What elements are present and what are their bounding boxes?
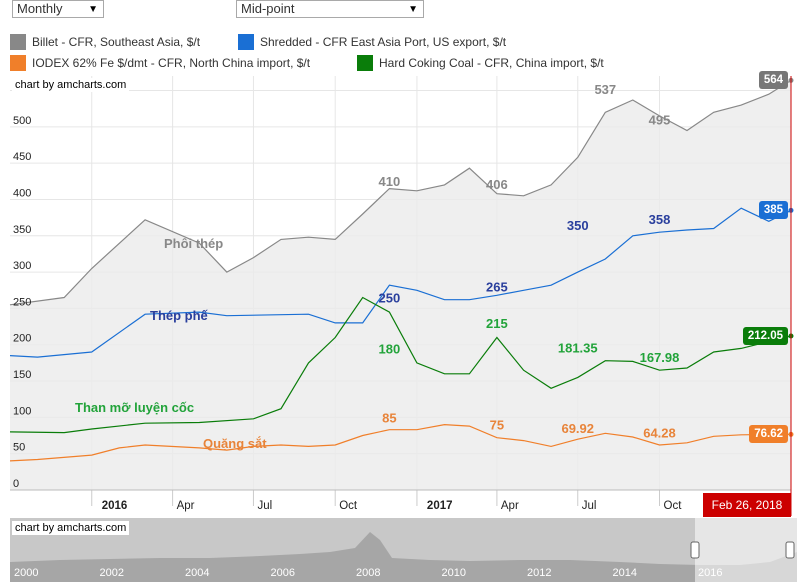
x-tick-label: 2016 xyxy=(102,500,128,512)
data-label: 215 xyxy=(486,316,508,331)
y-tick-label: 150 xyxy=(13,369,31,381)
y-tick-label: 50 xyxy=(13,442,25,454)
data-label: 180 xyxy=(379,341,401,356)
chart-credit[interactable]: chart by amcharts.com xyxy=(12,78,130,92)
chevron-down-icon: ▼ xyxy=(408,4,418,15)
series-inline-label: Phôi thép xyxy=(164,236,223,251)
x-tick-label: Apr xyxy=(177,500,195,512)
navigator-credit[interactable]: chart by amcharts.com xyxy=(12,521,130,535)
data-label: 69.92 xyxy=(561,421,594,436)
data-label: 250 xyxy=(379,290,401,305)
area-layer xyxy=(10,80,791,491)
navigator-year-label: 2004 xyxy=(185,567,209,579)
y-tick-label: 100 xyxy=(13,405,31,417)
y-tick-label: 300 xyxy=(13,260,31,272)
data-label: 406 xyxy=(486,177,508,192)
series-inline-label: Thép phế xyxy=(150,308,209,323)
legend-item-billet[interactable]: Billet - CFR, Southeast Asia, $/t xyxy=(10,34,200,50)
legend-label: Billet - CFR, Southeast Asia, $/t xyxy=(32,35,201,49)
navigator-selection[interactable] xyxy=(695,518,797,582)
navigator-year-label: 2002 xyxy=(100,567,124,579)
x-tick-label: Jul xyxy=(257,500,272,512)
y-tick-label: 0 xyxy=(13,478,19,490)
data-label: 265 xyxy=(486,280,508,295)
scrollbar-navigator[interactable]: 2000 2002 2004 2006 2008 2010 2012 2014 2016 xyxy=(0,518,797,582)
navigator-year-labels: 2000 2002 2004 2006 2008 2010 2012 2014 2016 xyxy=(14,567,722,579)
price-type-select-value: Mid-point xyxy=(241,1,295,16)
navigator-year-label: 2010 xyxy=(442,567,466,579)
y-tick-label: 500 xyxy=(13,115,31,127)
series-line-2[interactable] xyxy=(9,423,792,462)
data-label: 350 xyxy=(567,218,589,233)
x-tick-label: Jul xyxy=(582,500,597,512)
end-value-badge: 564 xyxy=(758,71,788,90)
price-chart: 410 406 537 495 Phôi thép 250 265 350 358 Thép ph… xyxy=(9,76,794,516)
data-label: 85 xyxy=(382,410,396,425)
y-tick-label: 400 xyxy=(13,187,31,199)
navigator-year-label: 2016 xyxy=(698,567,722,579)
label-layer: 410 406 537 495 Phôi thép 250 265 350 358 Thép ph… xyxy=(75,82,679,451)
data-label: 75 xyxy=(490,418,504,433)
data-label: 167.98 xyxy=(640,350,680,365)
y-tick-label: 450 xyxy=(13,151,31,163)
legend-swatch xyxy=(10,55,26,71)
series-inline-label: Than mỡ luyện cốc xyxy=(75,400,194,415)
period-select[interactable]: Monthly ▼ xyxy=(12,0,104,18)
period-select-value: Monthly xyxy=(17,1,63,16)
y-tick-label: 200 xyxy=(13,333,31,345)
data-label: 181.35 xyxy=(558,340,598,355)
navigator-left-handle[interactable] xyxy=(690,541,700,559)
data-label: 495 xyxy=(649,112,671,127)
data-label: 64.28 xyxy=(643,425,676,440)
legend-item-coking-coal[interactable]: Hard Coking Coal - CFR, China import, $/… xyxy=(357,55,604,71)
price-type-select[interactable]: Mid-point ▼ xyxy=(236,0,424,18)
legend-swatch xyxy=(10,34,26,50)
end-value-badge: 76.62 xyxy=(749,425,788,444)
navigator-year-label: 2012 xyxy=(527,567,551,579)
navigator-year-label: 2000 xyxy=(14,567,38,579)
legend-label: Hard Coking Coal - CFR, China import, $/… xyxy=(379,56,604,70)
x-tick-label: Oct xyxy=(339,500,358,512)
end-value-badge: 212.05 xyxy=(742,326,788,345)
legend-swatch xyxy=(238,34,254,50)
legend-label: IODEX 62% Fe $/dmt - CFR, North China im… xyxy=(32,56,311,70)
legend-label: Shredded - CFR East Asia Port, US export… xyxy=(260,35,507,49)
chevron-down-icon: ▼ xyxy=(88,4,98,15)
data-label: 537 xyxy=(594,82,616,97)
series-area-0 xyxy=(10,80,791,491)
series-inline-label: Quặng sắt xyxy=(203,436,267,451)
series-line-0[interactable] xyxy=(9,79,792,306)
x-tick-label: Apr xyxy=(501,500,519,512)
series-line-1[interactable] xyxy=(9,207,792,358)
navigator-right-handle[interactable] xyxy=(785,541,795,559)
end-value-badge: 385 xyxy=(758,201,788,220)
cursor-date-badge: Feb 26, 2018 xyxy=(703,493,791,517)
data-label: 358 xyxy=(649,212,671,227)
legend-item-shredded[interactable]: Shredded - CFR East Asia Port, US export… xyxy=(238,34,506,50)
x-tick-label: 2017 xyxy=(427,500,453,512)
legend-item-iodex[interactable]: IODEX 62% Fe $/dmt - CFR, North China im… xyxy=(10,55,310,71)
y-tick-label: 250 xyxy=(13,296,31,308)
axis-layer: 0501001502002503003504004505005502016Apr… xyxy=(10,76,792,516)
navigator-series-shape xyxy=(10,532,797,582)
line-layer xyxy=(9,77,794,462)
series-line-3[interactable] xyxy=(9,296,792,434)
navigator-year-label: 2006 xyxy=(271,567,295,579)
navigator-year-label: 2008 xyxy=(356,567,380,579)
x-tick-label: Oct xyxy=(664,500,683,512)
legend-swatch xyxy=(357,55,373,71)
data-label: 410 xyxy=(379,174,401,189)
navigator-year-label: 2014 xyxy=(613,567,637,579)
y-tick-label: 350 xyxy=(13,224,31,236)
